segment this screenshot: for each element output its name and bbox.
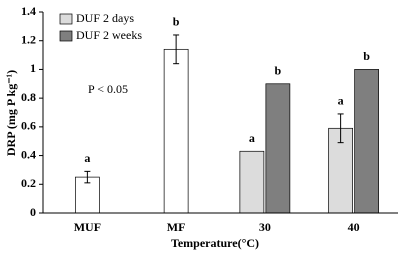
legend-label: DUF 2 days xyxy=(76,11,134,25)
y-tick-label: 1.2 xyxy=(21,32,36,46)
bar xyxy=(265,83,291,214)
y-tick-label: 0.2 xyxy=(21,176,36,190)
x-tick-label: 30 xyxy=(259,220,271,234)
bar xyxy=(163,48,189,214)
annotation: P < 0.05 xyxy=(88,82,128,96)
y-axis-label: DRP (mg P kg⁻¹) xyxy=(4,70,18,156)
x-tick-label: 40 xyxy=(348,220,360,234)
significance-letter: b xyxy=(363,49,370,63)
bar xyxy=(354,69,379,214)
error-bar xyxy=(337,113,344,144)
bar xyxy=(239,150,265,214)
error-bar xyxy=(84,170,91,184)
legend-swatch xyxy=(59,30,73,42)
significance-letter: b xyxy=(275,64,282,78)
y-tick-label: 0.8 xyxy=(21,90,36,104)
significance-letter: a xyxy=(84,151,90,165)
y-tick-label: 0.6 xyxy=(21,119,36,133)
y-tick-label: 1.4 xyxy=(21,4,36,18)
significance-letter: a xyxy=(338,94,344,108)
legend-label: DUF 2 weeks xyxy=(76,28,142,42)
legend-swatch xyxy=(59,13,73,25)
significance-letter: a xyxy=(249,131,255,145)
x-axis-label: Temperature(°C) xyxy=(171,236,259,250)
x-tick-label: MF xyxy=(167,220,186,234)
y-tick-label: 0.4 xyxy=(21,147,36,161)
y-tick-label: 0 xyxy=(30,205,36,219)
y-tick-label: 1 xyxy=(30,61,36,75)
x-tick-label: MUF xyxy=(74,220,101,234)
error-bar xyxy=(173,34,180,65)
significance-letter: b xyxy=(173,15,180,29)
